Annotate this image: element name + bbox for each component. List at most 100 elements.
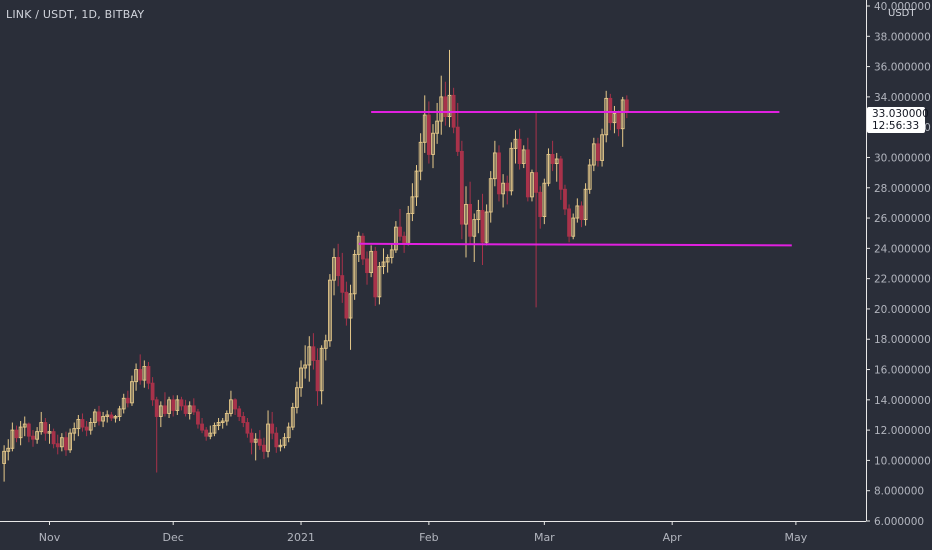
- candle-body: [393, 226, 398, 251]
- time-tick-label: Apr: [663, 531, 683, 544]
- candle: [105, 410, 110, 423]
- candle-body: [2, 450, 7, 464]
- candle-body: [377, 266, 382, 298]
- candle: [365, 251, 369, 285]
- candle: [369, 245, 374, 278]
- candle-body: [591, 143, 596, 166]
- candle-body: [596, 143, 600, 161]
- candle: [591, 137, 596, 172]
- candle-body: [59, 437, 64, 448]
- candle-body: [435, 120, 440, 134]
- candle: [39, 411, 44, 435]
- candle-body: [146, 366, 151, 384]
- candle: [167, 396, 171, 418]
- candle: [480, 193, 485, 266]
- candle: [187, 401, 192, 420]
- candle-body: [323, 340, 328, 349]
- candle-body: [249, 432, 254, 443]
- candle-body: [472, 219, 477, 237]
- candle-body: [175, 399, 180, 411]
- candle-body: [274, 432, 279, 448]
- candle: [488, 171, 493, 223]
- candle-body: [64, 437, 68, 451]
- candle-body: [587, 164, 592, 190]
- candles-layer: [2, 49, 629, 482]
- candle-body: [612, 113, 617, 124]
- candle-body: [286, 426, 291, 439]
- trendline[interactable]: [358, 242, 792, 247]
- candle-body: [245, 422, 250, 434]
- price-tick-label: 16.000000: [874, 365, 931, 377]
- candle-body: [443, 96, 448, 118]
- price-tick-label: 40.000000: [874, 1, 931, 13]
- candle-body: [134, 369, 138, 383]
- candle-body: [117, 408, 122, 417]
- candle-body: [88, 422, 93, 431]
- candle-body: [344, 291, 349, 319]
- candle-body: [167, 399, 171, 414]
- candle: [468, 181, 473, 244]
- candle-body: [575, 205, 580, 219]
- candle: [26, 422, 31, 443]
- candle: [88, 418, 93, 435]
- candle: [620, 96, 625, 147]
- candle: [208, 425, 213, 440]
- candle: [179, 396, 184, 411]
- candle: [319, 345, 324, 405]
- candle: [138, 354, 143, 385]
- candle-body: [389, 249, 394, 258]
- candle-body: [229, 399, 233, 414]
- candle: [336, 243, 341, 287]
- candle-body: [315, 359, 320, 392]
- candle: [253, 433, 258, 461]
- candle-body: [488, 178, 493, 213]
- candle-body: [47, 431, 52, 434]
- candle-body: [369, 250, 374, 274]
- candle: [183, 399, 188, 417]
- candle: [286, 422, 291, 443]
- candle-body: [426, 114, 431, 155]
- candle: [299, 360, 303, 397]
- candle: [422, 95, 427, 153]
- candle: [361, 233, 365, 266]
- price-tick-label: 6.000000: [874, 516, 924, 528]
- candle-body: [311, 346, 316, 361]
- candle-body: [105, 414, 110, 417]
- candle-body: [212, 425, 217, 434]
- candle: [439, 75, 444, 135]
- candle: [381, 248, 386, 275]
- candle-body: [18, 426, 23, 439]
- candle-body: [604, 97, 609, 136]
- candle: [154, 396, 159, 473]
- candle: [84, 421, 89, 437]
- candle: [546, 148, 551, 187]
- candle: [163, 392, 167, 417]
- candle: [567, 204, 571, 243]
- candle-body: [356, 235, 361, 255]
- candle: [2, 445, 7, 482]
- candle-body: [76, 419, 81, 430]
- candle-body: [567, 208, 571, 237]
- time-axis[interactable]: Nov Dec 2021 Feb Mar Apr May: [39, 521, 808, 544]
- candle-body: [624, 99, 629, 113]
- candle-body: [352, 253, 357, 295]
- trendlines-layer[interactable]: [358, 111, 792, 247]
- candle-body: [158, 405, 163, 417]
- candle-body: [6, 447, 11, 452]
- time-tick-label: 2021: [287, 531, 315, 544]
- candle-body: [154, 399, 159, 417]
- candle: [521, 145, 526, 169]
- candle-body: [10, 429, 15, 449]
- candle-body: [55, 443, 60, 448]
- candle: [571, 213, 576, 240]
- price-tick-label: 10.000000: [874, 455, 931, 467]
- candle: [142, 360, 147, 388]
- candle: [55, 434, 60, 455]
- candle-body: [464, 203, 468, 225]
- candle: [616, 110, 621, 137]
- candle: [464, 186, 468, 258]
- candle-body: [373, 250, 378, 298]
- symbol-interval-label[interactable]: LINK / USDT, 1D, BITBAY: [6, 8, 145, 21]
- candle-body: [241, 416, 246, 423]
